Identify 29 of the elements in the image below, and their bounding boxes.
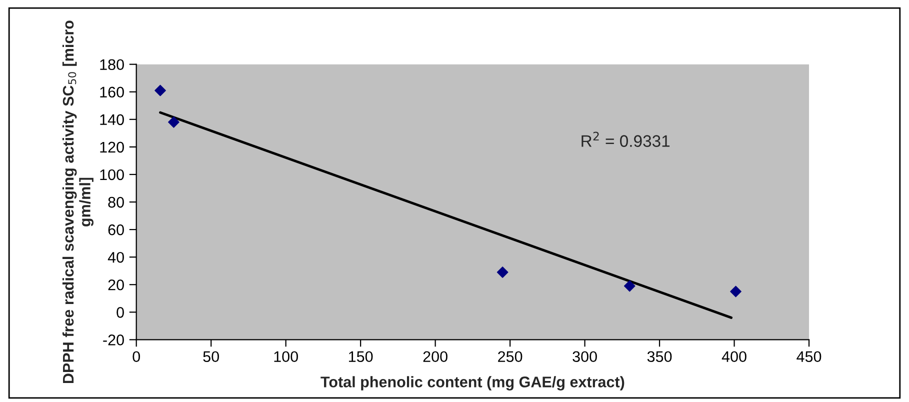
point (154, 84, 166, 96)
x-tick-label: 300 (572, 351, 597, 362)
point (496, 266, 508, 278)
y-tick-label: 180 (100, 59, 124, 70)
x-axis-title: Total phenolic content (mg GAE/g extract) (320, 376, 624, 390)
y-tick-label: 20 (108, 279, 124, 290)
point (624, 280, 636, 292)
y-tick-label: 40 (108, 252, 124, 263)
x-tick-label: 450 (796, 351, 822, 362)
point (168, 116, 180, 128)
x-tick-label: 200 (423, 351, 448, 362)
y-tick-label: -20 (103, 334, 124, 346)
y-tick-label: 80 (108, 196, 124, 208)
x-tick-label: 0 (132, 351, 140, 362)
x-tick-label: 250 (498, 351, 522, 362)
x-tick-label: 350 (647, 351, 672, 362)
y-tick-label: 100 (100, 169, 124, 180)
y-tick-label: 60 (108, 224, 124, 236)
x-tick-label: 400 (722, 351, 746, 362)
text: DPPH free radical scavenging activity SC$_{50}$ [micro gm/ml] (62, 20, 94, 384)
annotation: R$^{2}$ = 0.9331 (582, 132, 670, 147)
x-tick-label: 150 (348, 351, 373, 362)
y-tick-label: 0 (116, 307, 124, 318)
y-tick-label: 140 (100, 114, 124, 126)
x-tick-label: 100 (274, 351, 298, 362)
point (730, 286, 742, 298)
x-tick-label: 50 (203, 351, 219, 362)
y-tick-label: 120 (100, 142, 124, 153)
y-tick-label: 160 (100, 86, 124, 98)
